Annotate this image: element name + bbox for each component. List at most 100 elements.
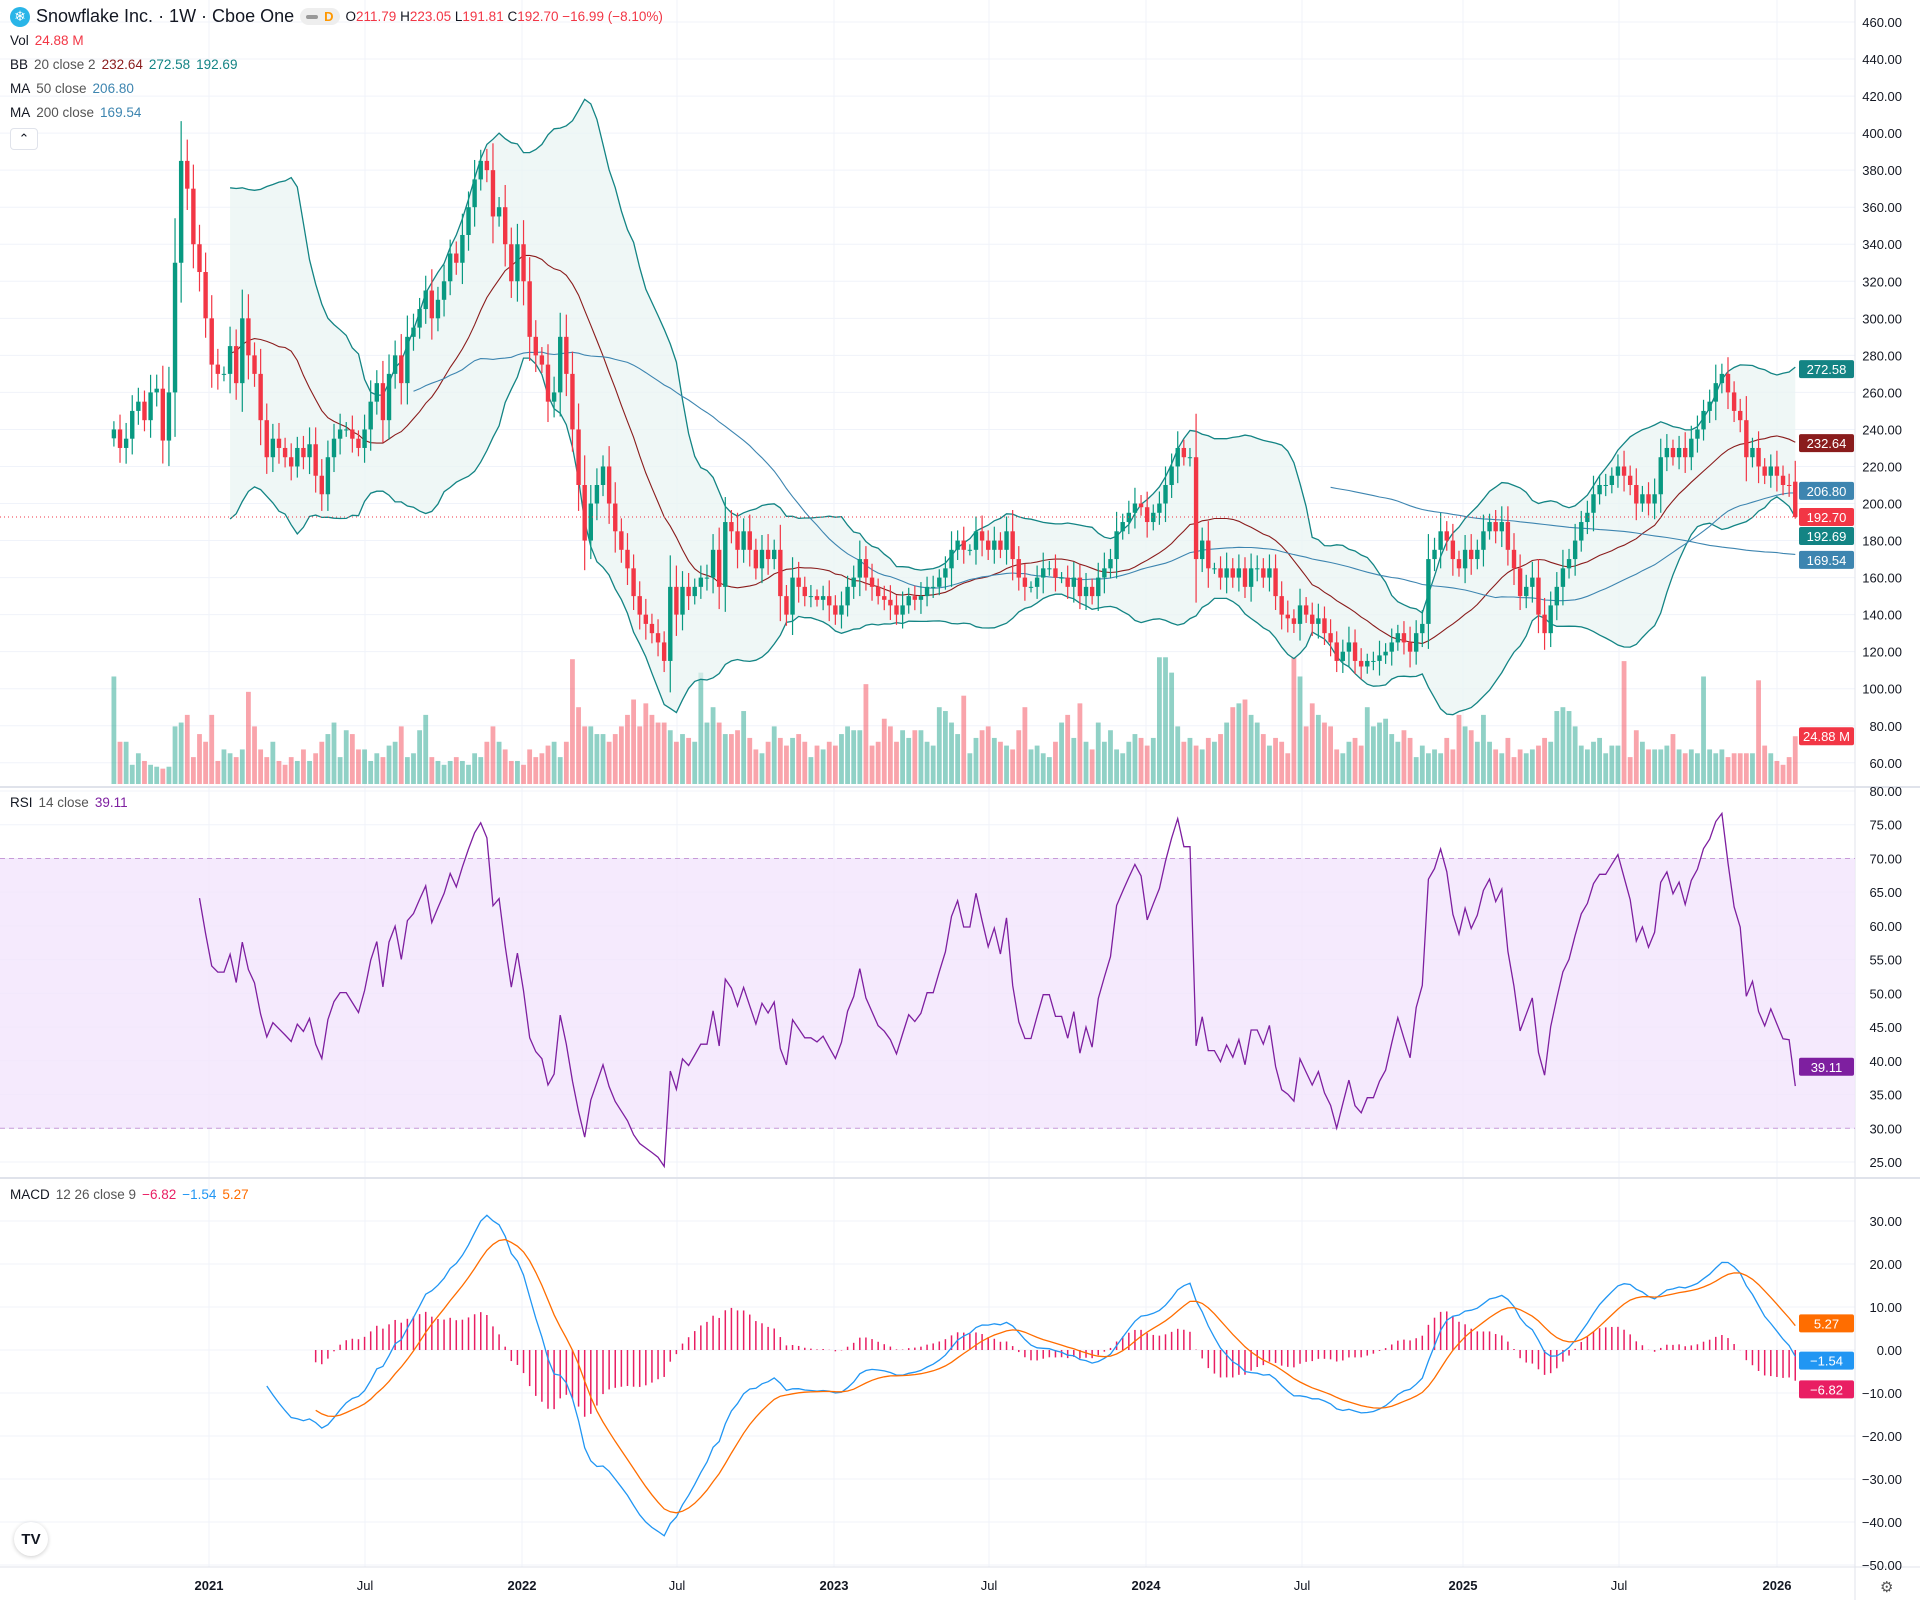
candle bbox=[820, 585, 826, 611]
volume-bar bbox=[270, 741, 276, 784]
candle bbox=[1083, 572, 1089, 611]
volume-bar bbox=[606, 741, 612, 784]
candle-body bbox=[986, 540, 991, 550]
candle-body bbox=[148, 392, 153, 421]
vol-legend[interactable]: Vol 24.88 M bbox=[10, 33, 84, 48]
candle-body bbox=[594, 485, 600, 504]
volume-bar bbox=[979, 730, 985, 784]
candle-body bbox=[289, 457, 294, 467]
candle-body bbox=[1591, 494, 1596, 513]
candle bbox=[1047, 560, 1052, 576]
volume-bar bbox=[508, 760, 514, 784]
macd-signal-value: 5.27 bbox=[222, 1187, 249, 1202]
volume-bar bbox=[1548, 741, 1554, 784]
candle bbox=[1603, 473, 1608, 497]
time-tick-label: 2021 bbox=[195, 1578, 224, 1593]
candle-body bbox=[1138, 503, 1144, 508]
candle bbox=[1291, 609, 1297, 633]
ma200-legend[interactable]: MA 200 close 169.54 bbox=[10, 105, 141, 120]
volume-bar bbox=[1108, 730, 1113, 784]
volume-bar bbox=[1181, 741, 1187, 784]
volume-bar bbox=[1377, 722, 1382, 784]
candle bbox=[888, 585, 893, 621]
candle bbox=[863, 546, 869, 591]
ma50-legend[interactable]: MA 50 close 206.80 bbox=[10, 81, 134, 96]
candle bbox=[1114, 511, 1119, 579]
candle-body bbox=[313, 444, 318, 476]
volume-bar bbox=[1163, 657, 1168, 784]
candle-body bbox=[527, 281, 532, 337]
rsi-tick-label: 75.00 bbox=[1869, 818, 1902, 833]
volume-bar bbox=[759, 753, 765, 784]
macd-label: MACD bbox=[10, 1187, 50, 1202]
volume-bar bbox=[227, 753, 233, 784]
volume-bar bbox=[998, 741, 1003, 784]
volume-bar bbox=[1701, 676, 1706, 784]
candle-body bbox=[882, 596, 887, 600]
market-status-pill[interactable]: D bbox=[300, 8, 340, 25]
candle bbox=[1579, 510, 1584, 552]
candle bbox=[1475, 539, 1480, 570]
volume-bar bbox=[1566, 711, 1572, 784]
macd-legend[interactable]: MACD 12 26 close 9 −6.82 −1.54 5.27 bbox=[10, 1187, 249, 1202]
candle-body bbox=[869, 577, 875, 587]
candle-body bbox=[967, 549, 973, 551]
candle bbox=[1371, 651, 1376, 671]
candle-body bbox=[1762, 466, 1767, 476]
volume-bar bbox=[276, 760, 282, 784]
volume-bar bbox=[1493, 749, 1499, 784]
candle-body bbox=[203, 272, 208, 319]
candle bbox=[1744, 396, 1749, 482]
bb-upper-badge-text: 272.58 bbox=[1807, 362, 1847, 377]
candle-body bbox=[429, 290, 435, 319]
time-tick-label: 2023 bbox=[820, 1578, 849, 1593]
symbol-title[interactable]: Snowflake Inc. · 1W · Cboe One bbox=[36, 6, 295, 26]
volume-bar bbox=[1364, 707, 1370, 784]
candle-body bbox=[949, 549, 954, 569]
volume-bar bbox=[1658, 749, 1664, 784]
volume-bar bbox=[1150, 737, 1156, 784]
candle bbox=[1493, 510, 1498, 544]
candle bbox=[912, 585, 918, 611]
candle bbox=[1658, 438, 1663, 513]
gear-icon[interactable]: ⚙ bbox=[1880, 1579, 1894, 1596]
candle-body bbox=[613, 503, 618, 532]
candle-body bbox=[472, 179, 477, 208]
candle bbox=[790, 557, 795, 636]
candle-body bbox=[1579, 522, 1584, 541]
volume-bar bbox=[111, 676, 117, 784]
candle bbox=[1505, 506, 1511, 566]
volume-bar bbox=[710, 707, 716, 784]
candle bbox=[1310, 602, 1315, 636]
candle bbox=[1267, 554, 1272, 592]
tradingview-logo[interactable]: TV bbox=[14, 1522, 48, 1556]
candle-body bbox=[1340, 651, 1346, 661]
candle bbox=[227, 326, 233, 394]
volume-bar bbox=[313, 753, 319, 784]
candle-body bbox=[1725, 373, 1731, 393]
candle bbox=[1206, 521, 1211, 588]
candle-body bbox=[1682, 447, 1688, 458]
candle bbox=[399, 334, 404, 405]
rsi-legend[interactable]: RSI 14 close 39.11 bbox=[10, 795, 128, 810]
candle bbox=[392, 340, 398, 389]
candle bbox=[405, 315, 410, 405]
volume-bar bbox=[1053, 741, 1058, 784]
candle bbox=[1053, 554, 1058, 592]
candle bbox=[1022, 563, 1028, 601]
volume-bar bbox=[1034, 745, 1040, 784]
candle bbox=[808, 585, 814, 608]
candle bbox=[1713, 364, 1718, 421]
candle bbox=[723, 497, 728, 612]
candle bbox=[191, 164, 196, 269]
bb-legend[interactable]: BB 20 close 2 232.64 272.58 192.69 bbox=[10, 57, 237, 72]
rsi-tick-label: 25.00 bbox=[1869, 1155, 1902, 1170]
volume-bar bbox=[301, 749, 306, 784]
volume-bar bbox=[1560, 707, 1566, 784]
macd-hist-badge-text: −6.82 bbox=[1810, 1382, 1843, 1397]
collapse-legend-button[interactable]: ⌃ bbox=[10, 128, 38, 150]
candle bbox=[142, 390, 147, 432]
volume-bar bbox=[154, 766, 160, 784]
candle bbox=[111, 421, 117, 447]
